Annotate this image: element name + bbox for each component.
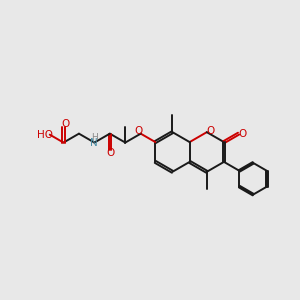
- Text: H: H: [91, 133, 98, 142]
- Text: O: O: [207, 126, 215, 136]
- Text: O: O: [135, 126, 143, 136]
- Text: O: O: [61, 119, 70, 129]
- Text: O: O: [107, 148, 115, 158]
- Text: HO: HO: [37, 130, 53, 140]
- Text: O: O: [238, 129, 247, 139]
- Text: N: N: [89, 138, 97, 148]
